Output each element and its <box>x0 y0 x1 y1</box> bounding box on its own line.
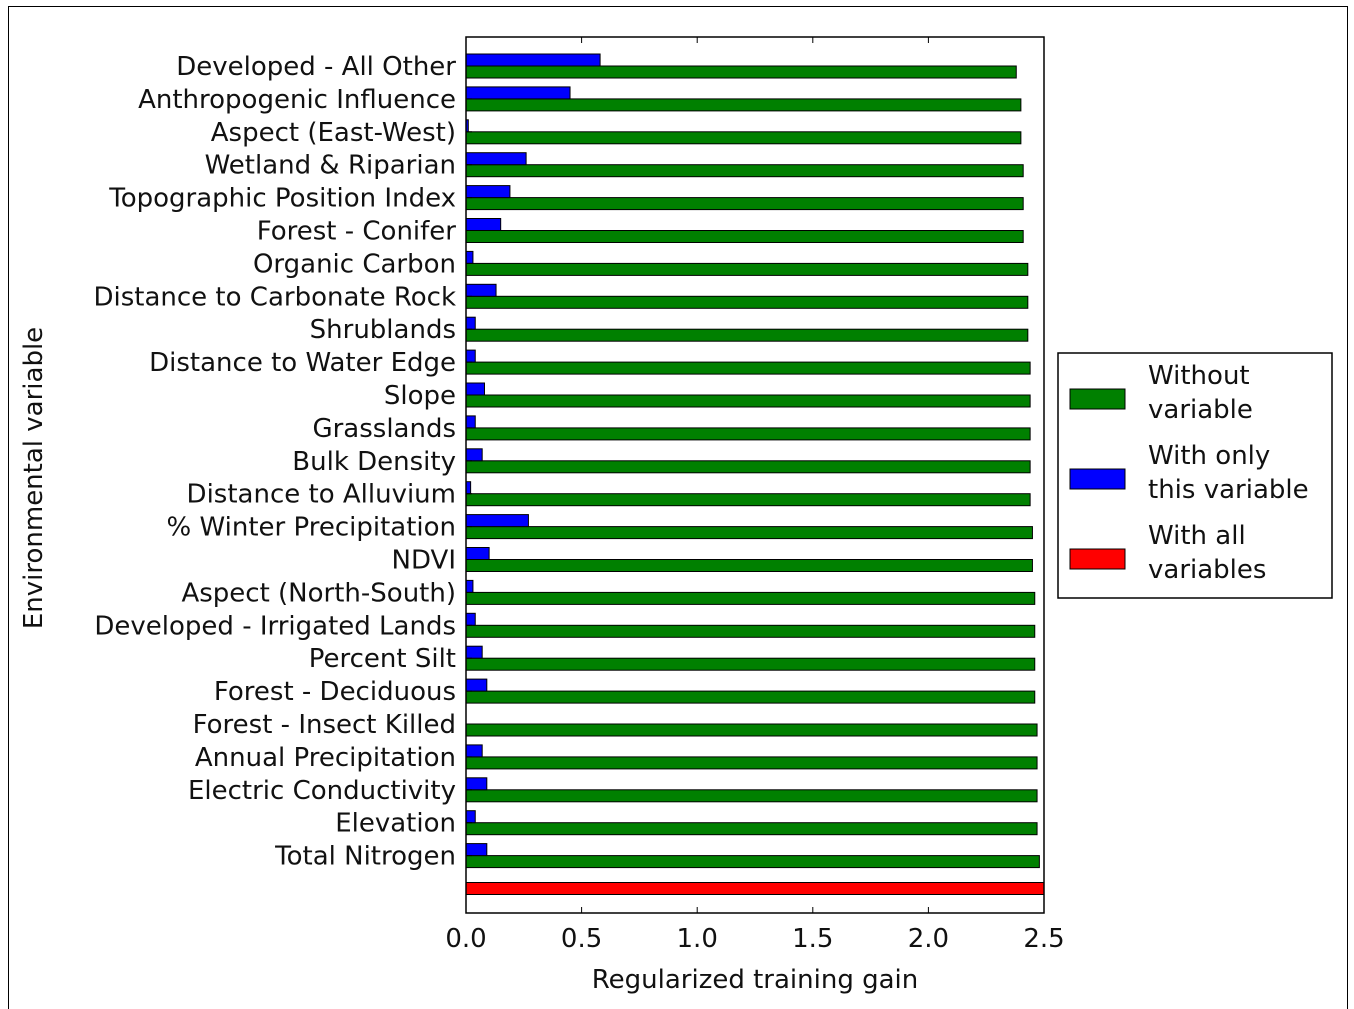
y-tick-label: Total Nitrogen <box>274 842 456 872</box>
legend-label: variables <box>1148 555 1266 585</box>
y-tick-label: Electric Conductivity <box>188 776 456 806</box>
y-tick-label: Forest - Conifer <box>257 217 457 247</box>
legend-swatch <box>1069 468 1126 490</box>
legend-label: Without <box>1148 361 1250 391</box>
y-tick-label: Distance to Carbonate Rock <box>93 282 456 312</box>
bar-without-variable <box>465 98 1022 112</box>
y-tick-label: Topographic Position Index <box>108 184 456 214</box>
bar-with-only-variable <box>465 612 476 626</box>
x-tick-label: 0.5 <box>561 924 602 954</box>
y-tick-label: Distance to Alluvium <box>187 480 456 510</box>
legend-label: variable <box>1148 395 1253 425</box>
y-tick-label: Percent Silt <box>309 644 456 674</box>
bar-with-only-variable <box>465 579 474 593</box>
x-axis-ticks: 0.0 0.5 1.0 1.5 2.0 2.5 <box>445 37 1065 954</box>
bar-without-variable <box>465 822 1038 836</box>
y-tick-label: Forest - Insect Killed <box>193 710 456 740</box>
y-tick-label: Bulk Density <box>292 447 456 477</box>
bar-without-variable <box>465 427 1031 441</box>
y-tick-label: Slope <box>384 381 456 411</box>
x-tick-label: 2.0 <box>908 924 949 954</box>
bar-with-only-variable <box>465 283 497 297</box>
bar-without-variable <box>465 559 1033 572</box>
x-tick-label: 0.0 <box>445 924 486 954</box>
bar-without-variable <box>465 131 1022 145</box>
bar-with-only-variable <box>465 316 476 330</box>
bar-with-only-variable <box>465 415 476 429</box>
bar-without-variable <box>465 855 1040 869</box>
bar-without-variable <box>465 230 1024 243</box>
bar-with-only-variable <box>465 843 488 857</box>
bar-with-only-variable <box>465 547 490 560</box>
bar-with-only-variable <box>465 514 529 528</box>
bar-without-variable <box>465 295 1029 309</box>
bar-with-only-variable <box>465 810 476 824</box>
bar-without-variable <box>465 789 1038 803</box>
bar-with-only-variable <box>465 777 488 791</box>
bar-without-variable <box>465 394 1031 408</box>
bar-without-variable <box>465 197 1024 211</box>
legend-label: With all <box>1148 521 1246 551</box>
bar-with-only-variable <box>465 53 601 67</box>
bar-with-only-variable <box>465 250 474 264</box>
x-axis-label: Regularized training gain <box>592 965 919 995</box>
y-tick-label: Distance to Water Edge <box>149 348 456 378</box>
bar-without-variable <box>465 262 1029 276</box>
bar-with-only-variable <box>465 152 527 166</box>
bar-without-variable <box>465 624 1036 638</box>
legend-swatch <box>1069 548 1126 570</box>
y-tick-label: Shrublands <box>310 315 456 345</box>
y-tick-label: Anthropogenic Influence <box>138 85 456 115</box>
bar-with-only-variable <box>465 448 483 462</box>
figure-frame <box>8 6 1348 1009</box>
bar-with-only-variable <box>465 678 488 692</box>
plot-area <box>465 36 1045 914</box>
y-tick-label: Aspect (East-West) <box>211 118 456 148</box>
without-variable-bars <box>465 65 1040 869</box>
bar-with-only-variable <box>465 382 485 396</box>
y-tick-label: Elevation <box>335 809 456 839</box>
x-tick-label: 2.5 <box>1023 924 1064 954</box>
bar-without-variable <box>465 65 1017 79</box>
y-tick-label: NDVI <box>392 546 456 576</box>
bar-with-only-variable <box>465 185 511 199</box>
y-tick-label: Annual Precipitation <box>195 743 456 773</box>
bar-without-variable <box>465 690 1036 704</box>
legend-label: With only <box>1148 441 1270 471</box>
bar-with-all-variables <box>465 882 1045 895</box>
bar-without-variable <box>465 361 1031 375</box>
legend-swatch <box>1069 388 1126 410</box>
bar-with-only-variable <box>465 744 483 758</box>
y-tick-label: Forest - Deciduous <box>214 677 456 707</box>
bar-with-only-variable <box>465 349 476 363</box>
y-tick-label: Wetland & Riparian <box>205 151 456 181</box>
bar-without-variable <box>465 164 1024 178</box>
bar-without-variable <box>465 756 1038 770</box>
bar-without-variable <box>465 526 1033 540</box>
bar-without-variable <box>465 460 1031 474</box>
x-tick-label: 1.0 <box>677 924 718 954</box>
bar-without-variable <box>465 328 1029 342</box>
y-tick-label: Aspect (North-South) <box>181 578 456 608</box>
y-tick-label: Developed - Irrigated Lands <box>94 611 456 641</box>
all-variables-bars <box>465 882 1045 895</box>
bar-without-variable <box>465 657 1036 671</box>
y-tick-label: % Winter Precipitation <box>167 513 456 543</box>
bar-with-only-variable <box>465 218 502 231</box>
y-tick-label: Grasslands <box>312 414 456 444</box>
legend: Without variable With only this variable Wit… <box>1057 352 1333 599</box>
bar-without-variable <box>465 723 1038 737</box>
x-tick-label: 1.5 <box>792 924 833 954</box>
bar-with-only-variable <box>465 645 483 659</box>
y-tick-label: Developed - All Other <box>176 52 456 82</box>
y-tick-label: Organic Carbon <box>253 249 456 279</box>
bar-without-variable <box>465 493 1031 507</box>
legend-label: this variable <box>1148 475 1309 505</box>
bar-without-variable <box>465 591 1036 605</box>
bar-with-only-variable <box>465 86 571 100</box>
y-axis-label: Environmental variable <box>19 327 49 629</box>
